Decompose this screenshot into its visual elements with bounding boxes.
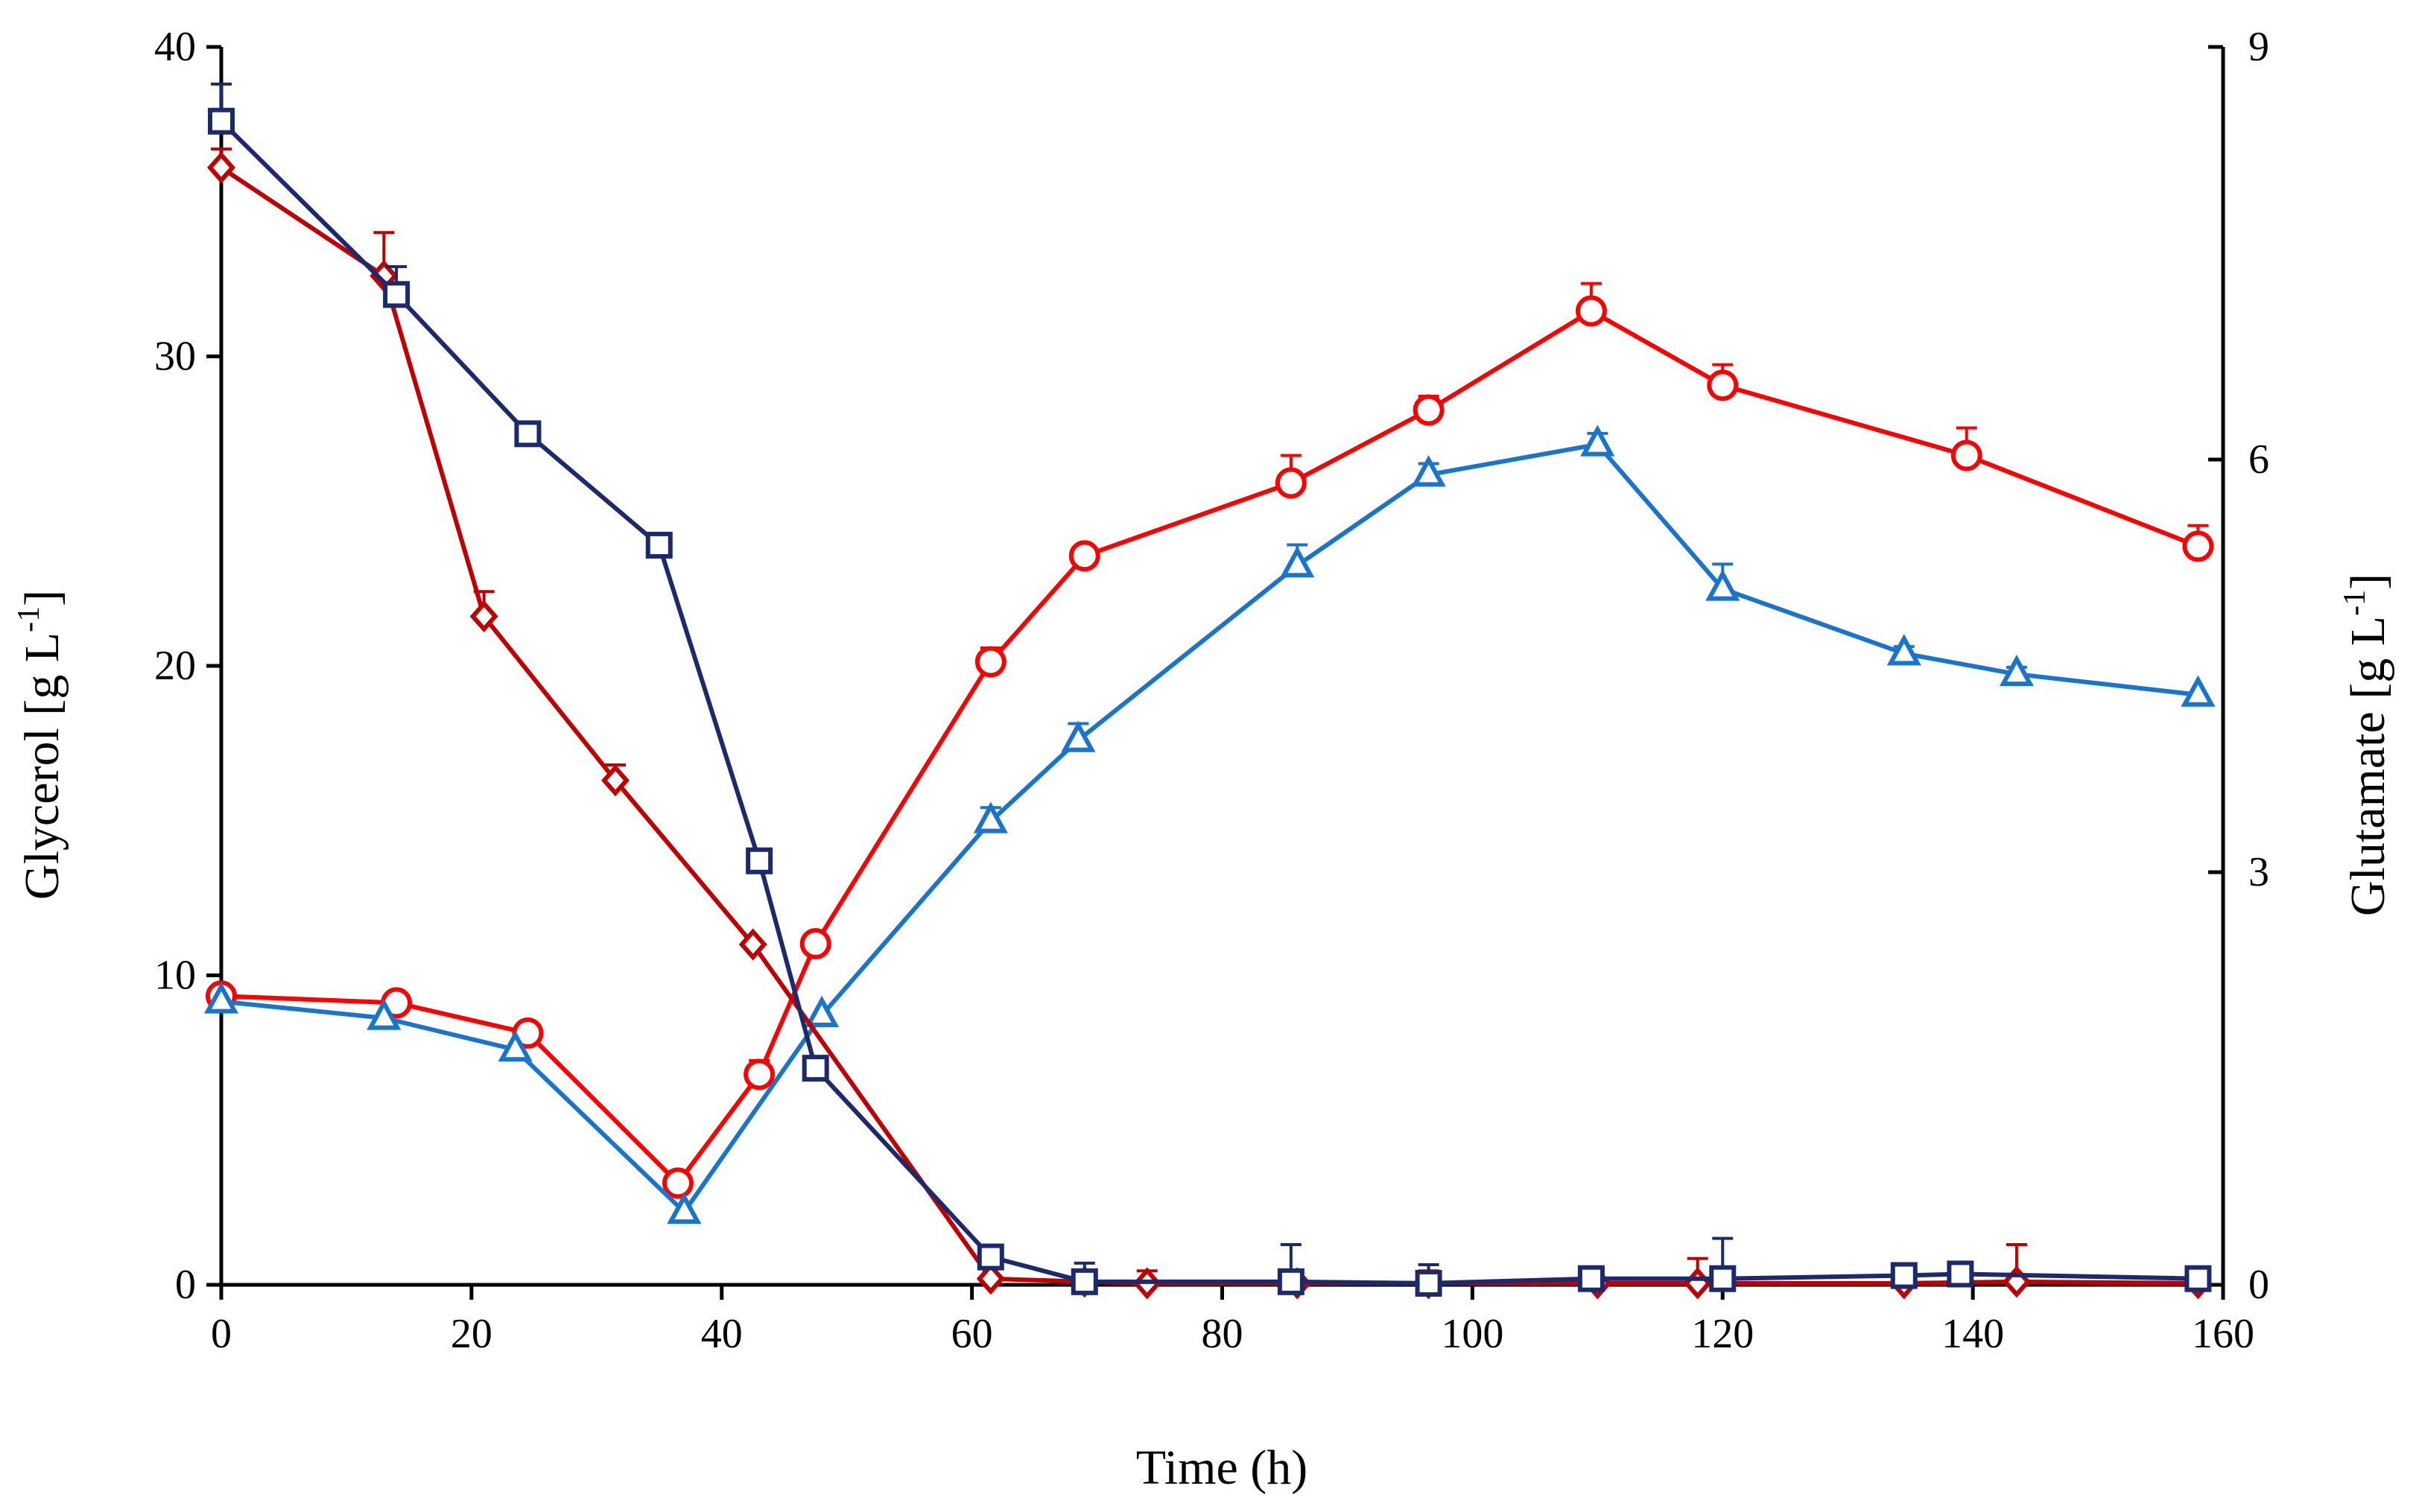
x-tick-label: 60 <box>951 1311 993 1357</box>
data-point-triangle <box>2181 675 2216 707</box>
data-point-square <box>2184 1265 2212 1292</box>
y-right-tick-label: 9 <box>2248 24 2269 70</box>
data-point-triangle <box>1999 654 2034 687</box>
y-axis-right-title-text: Glutamate [g L <box>2341 616 2395 916</box>
y-axis-left-title: Glycerol [g L-1] <box>12 590 69 900</box>
data-point-diamond <box>976 1262 1005 1295</box>
data-point-circle <box>2182 530 2214 562</box>
series-circle <box>206 282 2214 1199</box>
series-line-square <box>219 119 2198 1286</box>
x-tick-label: 0 <box>211 1311 232 1357</box>
y-left-tick-label: 20 <box>154 643 196 689</box>
data-point-triangle <box>805 995 840 1028</box>
data-point-square <box>1577 1265 1605 1292</box>
series-triangle <box>203 425 2216 1224</box>
series-line-circle <box>221 308 2199 1186</box>
data-point-circle <box>1275 467 1307 499</box>
data-point-square <box>208 107 235 135</box>
data-point-square <box>746 847 773 874</box>
data-point-circle <box>744 1058 776 1090</box>
data-point-circle <box>974 646 1006 678</box>
data-point-triangle <box>1705 569 1740 601</box>
x-tick-label: 120 <box>1691 1311 1754 1357</box>
data-point-square <box>1277 1268 1304 1295</box>
y-right-tick-label: 3 <box>2248 849 2269 895</box>
data-point-circle <box>1413 394 1445 426</box>
y-left-tick-label: 10 <box>154 953 196 999</box>
y-right-tick-label: 6 <box>2248 436 2269 483</box>
data-point-square <box>802 1055 829 1082</box>
y-axis-right-title: Glutamate [g L-1] <box>2338 574 2395 916</box>
series-line-triangle <box>221 442 2198 1215</box>
data-point-circle <box>662 1167 694 1199</box>
x-tick-label: 160 <box>2192 1311 2254 1357</box>
y-axis-right-title-sup: -1 <box>2338 590 2372 616</box>
data-point-diamond <box>1683 1267 1712 1300</box>
data-point-triangle <box>1886 634 1921 666</box>
y-axis-left-title-close: ] <box>15 590 69 606</box>
data-point-diamond <box>601 764 630 797</box>
x-tick-label: 20 <box>451 1311 492 1357</box>
data-point-square <box>1947 1260 1974 1288</box>
data-point-triangle <box>203 982 239 1014</box>
series-line-diamond <box>220 165 2198 1286</box>
y-left-tick-label: 0 <box>175 1262 196 1308</box>
data-point-circle <box>799 928 831 960</box>
chart-series-layer <box>203 82 2216 1300</box>
data-point-circle <box>1575 295 1607 327</box>
data-point-triangle <box>1580 425 1615 457</box>
data-point-triangle <box>367 998 402 1030</box>
y-left-tick-label: 40 <box>154 24 196 70</box>
data-point-square <box>514 420 542 448</box>
y-left-tick-label: 30 <box>154 334 196 380</box>
data-point-circle <box>1068 540 1100 572</box>
data-point-square <box>383 281 410 308</box>
data-point-square <box>1890 1262 1918 1289</box>
data-point-square <box>645 531 673 559</box>
data-point-diamond <box>469 600 498 633</box>
data-point-triangle <box>1411 455 1446 487</box>
x-tick-label: 140 <box>1941 1311 2004 1357</box>
data-point-triangle <box>1280 545 1315 578</box>
data-point-square <box>1415 1269 1442 1297</box>
data-point-diamond <box>206 151 236 184</box>
x-tick-label: 100 <box>1441 1311 1503 1357</box>
series-diamond <box>206 147 2213 1300</box>
data-point-triangle <box>1061 720 1096 752</box>
data-point-circle <box>1950 439 1982 471</box>
data-point-square <box>1071 1268 1098 1295</box>
x-tick-label: 40 <box>701 1311 743 1357</box>
x-axis-title: Time (h) <box>1136 1440 1307 1495</box>
data-point-square <box>977 1243 1004 1271</box>
y-axis-left-title-sup: -1 <box>12 606 46 632</box>
x-tick-label: 80 <box>1202 1311 1243 1357</box>
data-point-triangle <box>498 1029 533 1062</box>
data-point-square <box>1709 1265 1737 1292</box>
y-right-tick-label: 0 <box>2248 1262 2269 1308</box>
data-point-diamond <box>738 928 767 961</box>
y-axis-left-title-text: Glycerol [g L <box>15 632 69 900</box>
y-axis-right-title-close: ] <box>2341 574 2395 590</box>
series-square <box>208 82 2212 1297</box>
data-point-circle <box>1707 369 1739 401</box>
data-point-triangle <box>973 801 1008 833</box>
data-point-triangle <box>667 1192 702 1224</box>
